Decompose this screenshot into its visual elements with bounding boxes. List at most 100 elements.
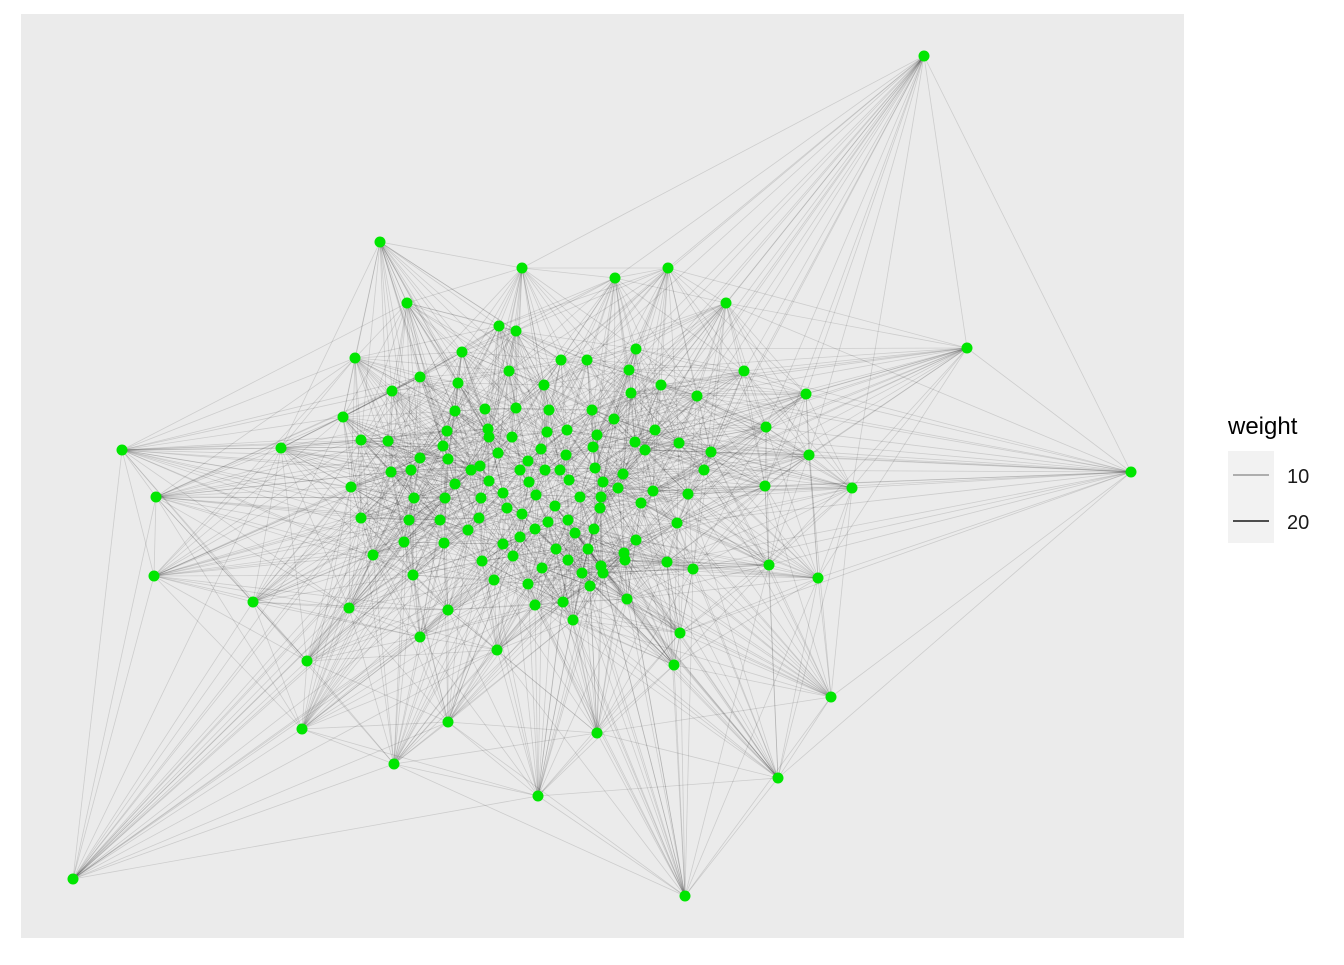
- edge: [613, 395, 698, 420]
- node: [462, 524, 474, 536]
- edge: [447, 609, 598, 734]
- edge: [614, 277, 636, 443]
- edge: [442, 370, 510, 447]
- edge: [387, 302, 408, 442]
- node: [597, 476, 609, 488]
- edge: [379, 241, 517, 409]
- edge: [696, 395, 766, 487]
- edge: [412, 497, 446, 576]
- edge: [488, 325, 500, 438]
- edge: [594, 429, 656, 469]
- edge: [635, 539, 770, 566]
- edge: [534, 469, 561, 530]
- edge: [493, 548, 557, 581]
- edge: [623, 552, 681, 634]
- edge: [521, 267, 562, 361]
- edge: [457, 382, 472, 471]
- edge: [537, 585, 591, 797]
- node: [662, 262, 674, 274]
- edge: [410, 469, 445, 544]
- edge: [566, 429, 604, 483]
- edge: [301, 541, 405, 730]
- edge: [360, 382, 459, 441]
- edge: [419, 452, 499, 459]
- edge: [360, 439, 374, 556]
- edge: [634, 302, 727, 443]
- edge: [555, 548, 675, 666]
- edge: [660, 384, 705, 471]
- edge: [548, 277, 616, 411]
- edge: [560, 359, 630, 371]
- edge: [360, 517, 374, 556]
- edge: [696, 395, 810, 456]
- edge: [923, 55, 968, 349]
- edge: [454, 410, 481, 467]
- edge: [454, 410, 499, 454]
- edge: [587, 539, 637, 550]
- edge: [439, 469, 472, 521]
- edge: [488, 407, 517, 438]
- edge: [537, 572, 583, 797]
- legend: weight 10 20: [1227, 413, 1309, 543]
- edge: [360, 439, 412, 471]
- edge: [447, 517, 480, 611]
- edge: [419, 536, 521, 638]
- edge: [679, 632, 779, 779]
- edge: [764, 485, 819, 579]
- edge: [354, 357, 421, 378]
- edge: [480, 497, 521, 538]
- edge: [121, 416, 344, 451]
- edge: [614, 277, 637, 350]
- edge: [493, 543, 504, 581]
- edge: [596, 434, 646, 451]
- edge: [487, 370, 510, 430]
- edge: [478, 513, 523, 519]
- node: [562, 514, 574, 526]
- edge: [622, 473, 654, 492]
- edge: [502, 505, 556, 545]
- edge: [447, 560, 483, 611]
- edge: [617, 487, 668, 563]
- edge: [622, 426, 767, 475]
- edge: [121, 449, 412, 471]
- edge: [502, 513, 523, 545]
- edge: [543, 384, 615, 420]
- edge: [593, 528, 675, 666]
- edge: [565, 454, 581, 498]
- edge: [306, 649, 498, 662]
- node: [522, 455, 534, 467]
- edge: [442, 428, 489, 447]
- edge: [591, 395, 698, 411]
- edge: [567, 507, 601, 521]
- edge: [559, 418, 615, 471]
- edge: [527, 583, 539, 797]
- edge: [567, 519, 626, 561]
- edge: [634, 384, 662, 443]
- node: [536, 562, 548, 574]
- edge: [348, 560, 483, 609]
- edge: [350, 457, 421, 488]
- edge: [419, 609, 449, 638]
- edge: [623, 552, 819, 579]
- edge: [155, 496, 446, 499]
- edge: [447, 529, 469, 611]
- edge: [602, 392, 632, 483]
- edge: [498, 325, 550, 411]
- edge: [508, 359, 588, 372]
- node: [594, 502, 606, 514]
- edge: [687, 370, 745, 495]
- edge: [666, 561, 686, 897]
- edge: [155, 445, 444, 498]
- edge: [406, 302, 444, 447]
- edge: [624, 485, 766, 561]
- edge: [521, 513, 529, 585]
- edge: [593, 528, 602, 567]
- edge: [467, 469, 472, 531]
- edge: [360, 410, 456, 441]
- edge: [692, 485, 766, 570]
- edge: [442, 325, 500, 447]
- edge: [630, 392, 807, 395]
- edge: [710, 451, 819, 579]
- edge: [439, 519, 449, 611]
- edge: [566, 429, 581, 498]
